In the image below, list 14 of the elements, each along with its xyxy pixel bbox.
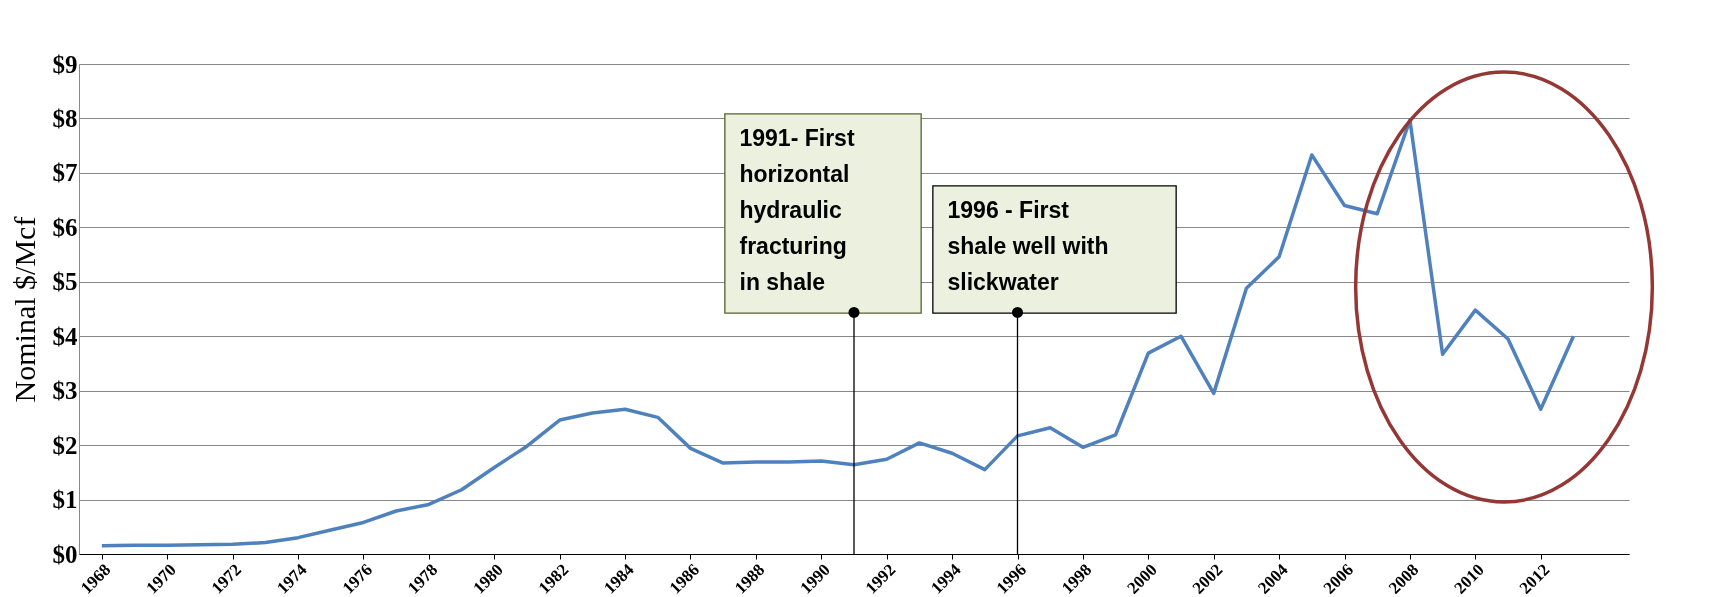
y-tick-label: $3 [52,377,78,405]
y-tick-label: $9 [52,50,78,78]
y-tick-label: $1 [52,486,78,514]
line-series [100,118,1576,548]
y-tick-label: $7 [52,159,78,187]
y-tick-label: $2 [52,431,78,459]
y-tick-label: $6 [52,213,78,241]
y-tick-label: $0 [52,540,78,568]
ref-line-label: 1991- First horizontal hydraulic fracturing in shale [739,125,855,296]
y-axis-title: Nominal $/Mcf [7,216,41,403]
y-tick-label: $8 [52,104,78,132]
ref-line-label: 1996 - First shale well with slickwater [947,197,1109,296]
y-tick-label: $5 [52,268,78,296]
y-tick-label: $4 [52,322,78,350]
